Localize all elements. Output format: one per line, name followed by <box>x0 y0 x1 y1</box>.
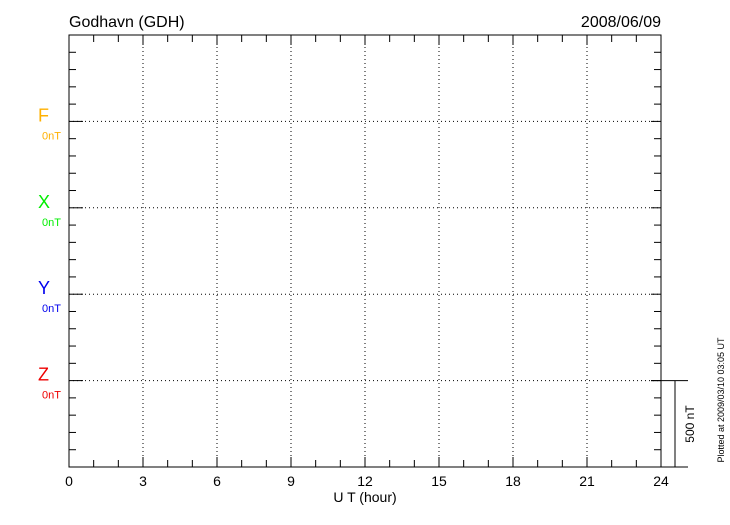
x-axis-label: U T (hour) <box>333 489 396 505</box>
x-tick-label: 9 <box>287 473 295 489</box>
series-name-Y: Y <box>38 278 50 298</box>
x-tick-label: 0 <box>65 473 73 489</box>
series-baseline-label: 0nT <box>42 217 61 229</box>
series-name-Z: Z <box>38 365 49 385</box>
x-tick-label: 15 <box>431 473 447 489</box>
series-name-F: F <box>38 105 49 125</box>
x-tick-label: 12 <box>357 473 373 489</box>
series-baseline-label: 0nT <box>42 390 61 402</box>
plotted-footnote: Plotted at 2009/03/10 03:05 UT <box>716 337 726 463</box>
chart-title: Godhavn (GDH) <box>69 14 185 31</box>
x-tick-label: 18 <box>505 473 521 489</box>
series-baseline-label: 0nT <box>42 130 61 142</box>
x-tick-label: 21 <box>579 473 595 489</box>
x-tick-label: 24 <box>653 473 669 489</box>
scale-bar-label: 500 nT <box>683 405 697 443</box>
series-name-X: X <box>38 192 50 212</box>
x-tick-label: 3 <box>139 473 147 489</box>
x-tick-label: 6 <box>213 473 221 489</box>
chart-date: 2008/06/09 <box>581 14 661 31</box>
series-baseline-label: 0nT <box>42 303 61 315</box>
